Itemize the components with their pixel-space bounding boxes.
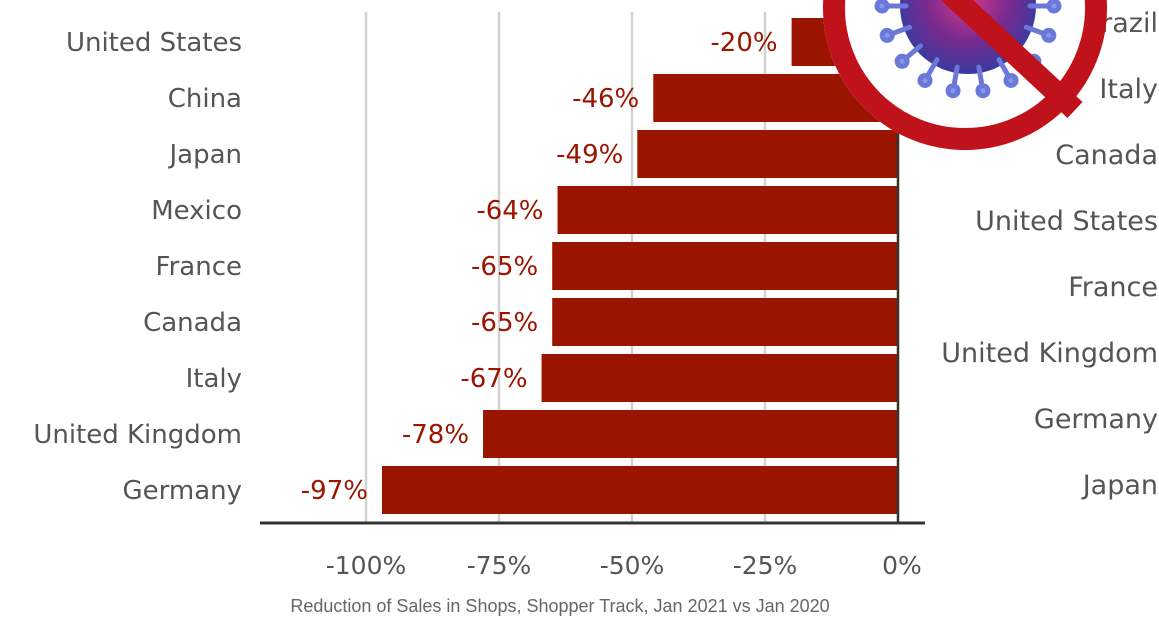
bar-2 (637, 130, 898, 178)
value-label-3: -64% (476, 196, 543, 226)
value-label-4: -65% (471, 252, 538, 282)
right-label-5: United Kingdom (941, 338, 1158, 369)
value-label-1: -46% (572, 84, 639, 114)
value-label-6: -67% (460, 364, 527, 394)
x-tick-label-3: -25% (733, 551, 798, 580)
value-label-0: -20% (710, 28, 777, 58)
value-label-8: -97% (301, 476, 368, 506)
category-labels: United States China Japan Mexico France Canad… (33, 28, 242, 506)
right-label-2: Canada (1055, 140, 1158, 171)
category-label-0: United States (66, 28, 242, 58)
chart-caption: Reduction of Sales in Shops, Shopper Tra… (290, 596, 830, 616)
bar-8 (381, 466, 899, 514)
right-label-1: Italy (1099, 74, 1158, 105)
category-label-5: Canada (143, 308, 242, 338)
value-label-7: -78% (402, 420, 469, 450)
right-label-7: Japan (1081, 470, 1158, 501)
x-tick-label-4: 0% (882, 551, 922, 580)
right-label-3: United States (975, 206, 1158, 237)
right-label-4: France (1068, 272, 1158, 303)
bar-3 (557, 186, 898, 234)
bar-7 (483, 410, 898, 458)
bar-6 (541, 354, 898, 402)
bar-4 (552, 242, 898, 290)
bars (381, 18, 899, 514)
category-label-6: Italy (186, 364, 242, 394)
x-tick-label-1: -75% (467, 551, 532, 580)
bar-5 (552, 298, 898, 346)
category-label-4: France (156, 252, 242, 282)
category-label-7: United Kingdom (33, 420, 242, 450)
category-label-8: Germany (122, 476, 242, 506)
right-label-6: Germany (1034, 404, 1158, 435)
category-label-3: Mexico (151, 196, 242, 226)
x-tick-label-2: -50% (600, 551, 665, 580)
x-tick-labels: -100% -75% -50% -25% 0% (326, 551, 922, 580)
value-label-2: -49% (556, 140, 623, 170)
value-labels: -20% -46% -49% -64% -65% -65% -67% -78% -97% (301, 28, 778, 506)
category-label-1: China (168, 84, 242, 114)
category-label-2: Japan (167, 140, 242, 170)
x-tick-label-0: -100% (326, 551, 407, 580)
no-virus-icon (823, 0, 1107, 150)
value-label-5: -65% (471, 308, 538, 338)
